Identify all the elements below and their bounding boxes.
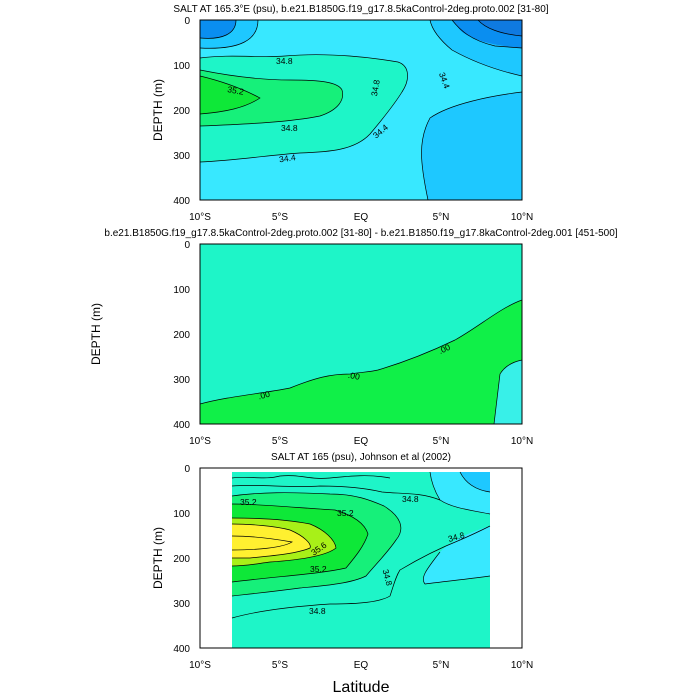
panel-3: SALT AT 165 (psu), Johnson et al (2002) [151, 452, 533, 671]
panel-1-x-ticks: 10°S 5°S EQ 5°N 10°N [189, 212, 533, 223]
panel-1-y-ticks: 0 100 200 300 400 [173, 16, 190, 207]
panel-3-contour-fill [232, 472, 490, 648]
contour-label: .00 [437, 342, 452, 356]
panel-1-title: SALT AT 165.3°E (psu), b.e21.B1850G.f19_… [173, 4, 548, 15]
x-tick-label: 10°N [511, 212, 533, 223]
panel-2-title: b.e21.B1850G.f19_g17.8.5kaControl-2deg.p… [104, 228, 617, 239]
y-tick-label: 200 [173, 330, 190, 341]
panel-1-y-axis-label: DEPTH (m) [151, 79, 165, 141]
contour-label: 34.8 [369, 79, 382, 97]
panel-3-frame [199, 467, 523, 649]
y-tick-label: 0 [184, 464, 190, 475]
contour-label: 34.8 [281, 123, 298, 133]
panel-3-title: SALT AT 165 (psu), Johnson et al (2002) [271, 452, 451, 463]
x-tick-label: EQ [354, 212, 369, 223]
panel-2-contour-lines [200, 299, 522, 424]
panel-2-contour-fill [200, 244, 522, 424]
x-tick-label: 10°S [189, 212, 211, 223]
x-tick-label: 10°N [511, 660, 533, 671]
panel-3-y-ticks: 0 100 200 300 400 [173, 464, 190, 655]
panel-1: SALT AT 165.3°E (psu), b.e21.B1850G.f19_… [151, 4, 549, 223]
contour-label: 34.8 [402, 494, 419, 504]
x-tick-label: 10°N [511, 436, 533, 447]
panel-2: b.e21.B1850G.f19_g17.8.5kaControl-2deg.p… [89, 228, 618, 447]
y-tick-label: 300 [173, 599, 190, 610]
panel-3-y-axis-label: DEPTH (m) [151, 527, 165, 589]
contour-label: 34.8 [276, 56, 293, 66]
contour-label: 34.4 [278, 152, 296, 164]
contour-label: .00 [257, 389, 271, 402]
x-tick-label: 5°N [433, 212, 450, 223]
contour-label: 35.2 [227, 84, 245, 97]
y-tick-label: 100 [173, 285, 190, 296]
panel-3-contour-lines [231, 471, 491, 619]
y-tick-label: 100 [173, 509, 190, 520]
x-tick-label: 5°S [272, 660, 289, 671]
y-tick-label: 400 [173, 420, 190, 431]
panel-1-frame [199, 19, 523, 201]
contour-label: 34.8 [309, 606, 326, 616]
x-tick-label: 10°S [189, 660, 211, 671]
contour-label: .00 [347, 370, 361, 382]
y-tick-label: 400 [173, 644, 190, 655]
x-tick-label: EQ [354, 660, 369, 671]
x-tick-label: EQ [354, 436, 369, 447]
contour-label: 35.2 [240, 497, 257, 507]
y-tick-label: 400 [173, 196, 190, 207]
y-tick-label: 100 [173, 61, 190, 72]
panel-2-x-ticks: 10°S 5°S EQ 5°N 10°N [189, 436, 533, 447]
x-axis-label: Latitude [333, 679, 390, 696]
y-tick-label: 300 [173, 151, 190, 162]
x-tick-label: 10°S [189, 436, 211, 447]
panel-3-x-ticks: 10°S 5°S EQ 5°N 10°N [189, 660, 533, 671]
x-tick-label: 5°N [433, 436, 450, 447]
contour-label: 35.2 [337, 508, 354, 518]
panel-2-contour-labels: .00 .00 .00 [257, 342, 452, 402]
panel-2-y-ticks: 0 100 200 300 400 [173, 240, 190, 431]
panel-2-y-axis-label: DEPTH (m) [89, 303, 103, 365]
contour-label: 34.8 [447, 530, 466, 544]
contour-label: 35.2 [310, 564, 327, 574]
y-tick-label: 200 [173, 554, 190, 565]
panel-1-contour-fill [200, 20, 522, 200]
y-tick-label: 300 [173, 375, 190, 386]
y-tick-label: 0 [184, 16, 190, 27]
x-tick-label: 5°N [433, 660, 450, 671]
y-tick-label: 0 [184, 240, 190, 251]
x-tick-label: 5°S [272, 212, 289, 223]
contour-label: 34.8 [381, 568, 395, 587]
y-tick-label: 200 [173, 106, 190, 117]
panel-2-frame [199, 243, 523, 425]
x-tick-label: 5°S [272, 436, 289, 447]
panel-1-contour-lines [200, 20, 522, 200]
